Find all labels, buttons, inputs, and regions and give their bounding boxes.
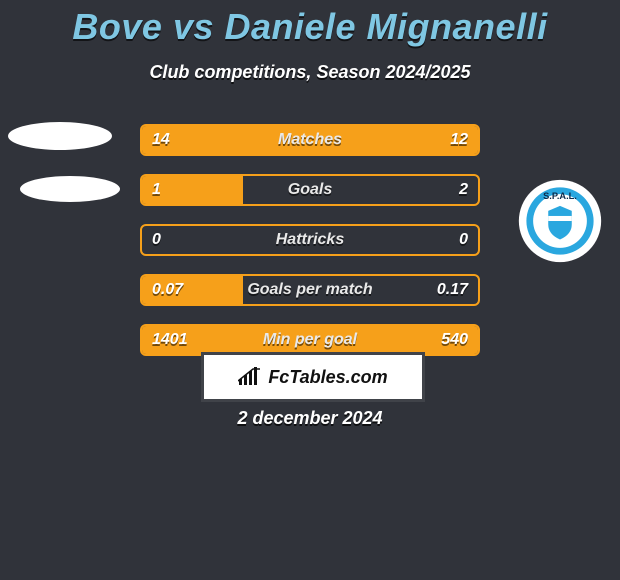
spal-badge-icon: S.P.A.L. (518, 179, 602, 263)
comparison-rows: 14 Matches 12 1 Goals 2 0 Hattricks 0 0.… (140, 124, 480, 374)
player-right-club-badge: S.P.A.L. (518, 179, 602, 263)
badge-text: S.P.A.L. (543, 191, 577, 201)
stat-label: Goals (142, 176, 478, 204)
stat-label: Hattricks (142, 226, 478, 254)
stat-value-right: 12 (450, 126, 468, 154)
stat-label: Min per goal (142, 326, 478, 354)
stat-row-hattricks: 0 Hattricks 0 (140, 224, 480, 256)
stat-value-right: 2 (459, 176, 468, 204)
infographic-root: Bove vs Daniele Mignanelli Club competit… (0, 0, 620, 580)
footer-date: 2 december 2024 (0, 408, 620, 429)
stat-value-right: 0.17 (437, 276, 468, 304)
stat-label: Matches (142, 126, 478, 154)
player-left-avatar-placeholder (8, 122, 112, 150)
page-subtitle: Club competitions, Season 2024/2025 (0, 62, 620, 83)
stat-value-right: 0 (459, 226, 468, 254)
player-left-avatar-placeholder (20, 176, 120, 202)
stat-row-goals: 1 Goals 2 (140, 174, 480, 206)
stat-row-goals-per-match: 0.07 Goals per match 0.17 (140, 274, 480, 306)
page-title: Bove vs Daniele Mignanelli (0, 0, 620, 48)
stat-row-matches: 14 Matches 12 (140, 124, 480, 156)
brand-box: FcTables.com (201, 352, 425, 402)
bar-chart-icon (238, 367, 262, 387)
stat-label: Goals per match (142, 276, 478, 304)
stat-value-right: 540 (441, 326, 468, 354)
brand-text: FcTables.com (268, 367, 387, 388)
